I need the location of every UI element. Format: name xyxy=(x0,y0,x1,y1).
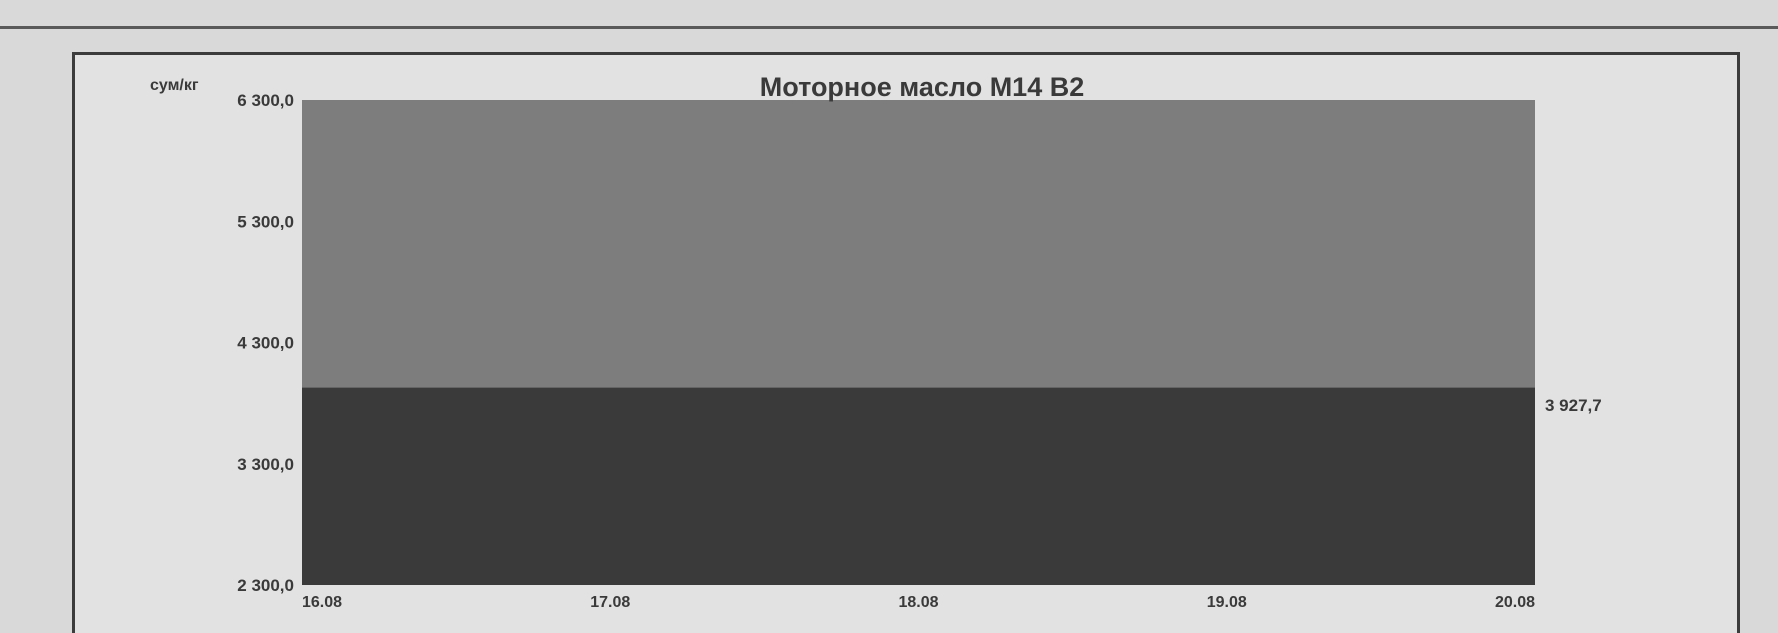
y-axis-ticks: 6 300,0 5 300,0 4 300,0 3 300,0 2 300,0 xyxy=(237,91,294,595)
x-tick-label: 16.08 xyxy=(302,594,342,611)
y-axis-label: сум/кг xyxy=(150,77,199,94)
top-rule xyxy=(0,26,1778,29)
x-tick-label: 19.08 xyxy=(1207,594,1247,611)
x-tick-label: 17.08 xyxy=(590,594,630,611)
x-tick-label: 18.08 xyxy=(898,594,938,611)
y-tick-label: 2 300,0 xyxy=(237,576,294,595)
x-tick-label: 20.08 xyxy=(1495,594,1535,611)
lower-area xyxy=(302,387,1535,585)
chart-title: Моторное масло М14 В2 xyxy=(760,72,1084,102)
x-axis-ticks: 16.08 17.08 18.08 19.08 20.08 xyxy=(302,594,1535,611)
chart-areas xyxy=(302,100,1535,585)
y-tick-label: 3 300,0 xyxy=(237,455,294,474)
y-tick-label: 6 300,0 xyxy=(237,91,294,110)
end-value-label: 3 927,7 xyxy=(1545,396,1602,415)
y-tick-label: 4 300,0 xyxy=(237,334,294,353)
y-tick-label: 5 300,0 xyxy=(237,212,294,231)
